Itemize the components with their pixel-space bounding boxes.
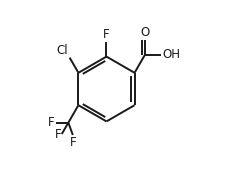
Text: O: O	[140, 26, 150, 39]
Text: Cl: Cl	[57, 44, 68, 57]
Text: F: F	[103, 28, 110, 41]
Text: F: F	[69, 136, 76, 149]
Text: F: F	[55, 128, 61, 141]
Text: F: F	[48, 116, 55, 129]
Text: OH: OH	[162, 48, 180, 61]
